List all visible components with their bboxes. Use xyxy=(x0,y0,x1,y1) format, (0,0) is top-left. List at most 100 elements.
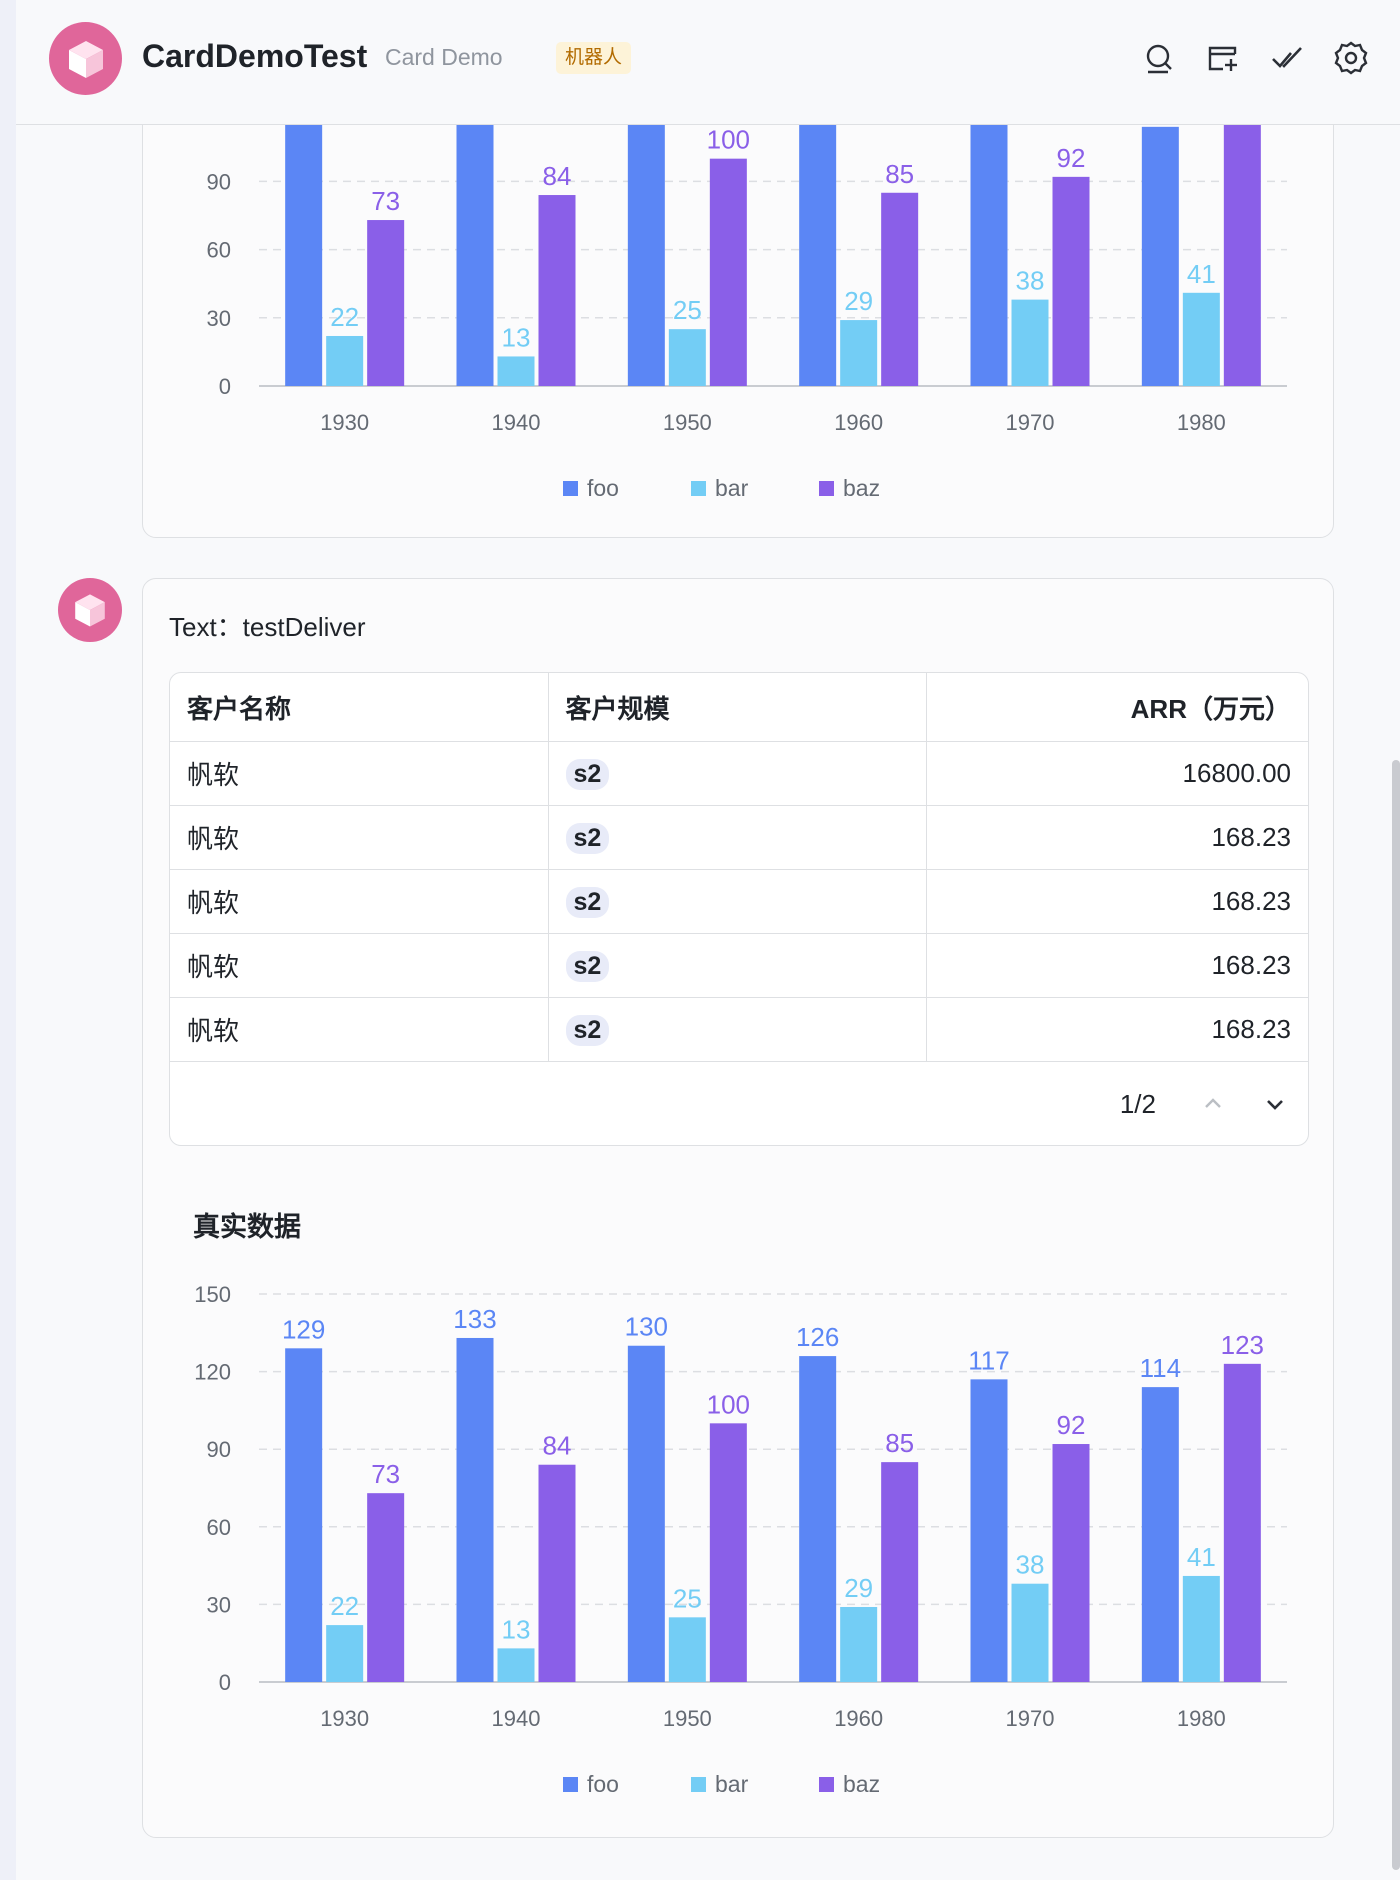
legend-label-foo: foo xyxy=(587,475,619,501)
table-cell-scale: s2 xyxy=(548,869,927,934)
table-cell-scale: s2 xyxy=(548,933,927,998)
table-pagination: 1/2 xyxy=(170,1065,1308,1145)
data-label-foo: 130 xyxy=(625,1312,668,1342)
x-tick-label: 1980 xyxy=(1177,1706,1226,1731)
add-tab-icon[interactable] xyxy=(1205,40,1241,76)
table-cell-arr: 16800.00 xyxy=(926,741,1308,806)
bar-baz xyxy=(367,1493,405,1682)
bar-baz xyxy=(1223,1363,1261,1682)
checkmark-icon[interactable] xyxy=(1269,40,1305,76)
search-icon[interactable] xyxy=(1140,40,1176,76)
table-cell-arr: 168.23 xyxy=(926,933,1308,998)
bar-foo xyxy=(285,1348,323,1682)
table-row: 帆软 s2 168.23 xyxy=(170,869,1308,934)
data-label-foo: 117 xyxy=(968,1345,1009,1375)
bot-subtitle: Card Demo xyxy=(385,44,503,70)
bar-bar xyxy=(668,1617,706,1682)
bar-foo xyxy=(799,125,837,386)
data-label-foo: 133 xyxy=(453,1304,496,1334)
y-tick-label: 90 xyxy=(207,169,231,194)
column-header-customer-scale[interactable]: 客户规模 xyxy=(548,673,927,742)
y-tick-label: 90 xyxy=(207,1437,231,1462)
table-row: 帆软 s2 168.23 xyxy=(170,933,1308,998)
bar-baz xyxy=(1052,176,1090,386)
app-window: CardDemoTest Card Demo 机器人 xyxy=(16,0,1400,1880)
bar-bar xyxy=(326,1625,364,1682)
bar-bar xyxy=(1011,299,1049,386)
prev-page-button[interactable] xyxy=(1198,1089,1228,1119)
data-label-bar: 22 xyxy=(330,1591,359,1621)
data-label-foo: 126 xyxy=(796,1322,839,1352)
table-row: 帆软 s2 168.23 xyxy=(170,997,1308,1062)
data-label-bar: 41 xyxy=(1187,1542,1216,1572)
bar-bar xyxy=(668,329,706,386)
bar-baz xyxy=(1223,125,1261,386)
bar-bar xyxy=(1182,292,1220,386)
bar-baz xyxy=(881,1462,919,1682)
chat-header: CardDemoTest Card Demo 机器人 xyxy=(16,0,1400,125)
data-label-baz: 123 xyxy=(1221,1330,1264,1360)
chevron-down-icon xyxy=(1267,1100,1283,1110)
cube-icon xyxy=(68,40,103,78)
message-avatar[interactable] xyxy=(58,578,122,642)
data-label-foo: 129 xyxy=(282,1314,325,1344)
bar-baz xyxy=(367,220,405,386)
data-label-foo: 114 xyxy=(1140,1353,1181,1383)
data-label-baz: 85 xyxy=(885,159,914,189)
legend-label-bar: bar xyxy=(715,475,749,501)
table-cell-name: 帆软 xyxy=(170,997,549,1062)
message-card: Text：testDeliver 客户名称 客户规模 ARR（万元） 帆软 s2… xyxy=(142,578,1334,1838)
data-label-bar: 38 xyxy=(1016,266,1045,296)
bot-name: CardDemoTest xyxy=(142,38,368,74)
bar-bar xyxy=(1182,1575,1220,1682)
scrollbar[interactable] xyxy=(1392,760,1400,1870)
bot-avatar[interactable] xyxy=(49,22,122,95)
bar-foo xyxy=(456,1337,494,1682)
legend-swatch-foo xyxy=(563,481,578,496)
x-tick-label: 1940 xyxy=(492,1706,541,1731)
x-tick-label: 1980 xyxy=(1177,410,1226,435)
data-label-baz: 85 xyxy=(885,1428,914,1458)
bar-foo xyxy=(970,125,1008,386)
table-cell-scale: s2 xyxy=(548,741,927,806)
bar-foo xyxy=(285,125,323,386)
data-label-bar: 25 xyxy=(673,1583,702,1613)
y-tick-label: 60 xyxy=(207,1515,231,1540)
legend-label-baz: baz xyxy=(843,1771,880,1797)
data-label-bar: 22 xyxy=(330,302,359,332)
data-label-bar: 29 xyxy=(844,286,873,316)
y-tick-label: 150 xyxy=(194,1282,231,1307)
chevron-up-icon xyxy=(1205,1098,1221,1108)
data-label-bar: 25 xyxy=(673,295,702,325)
bot-tag: 机器人 xyxy=(556,42,632,74)
legend-label-baz: baz xyxy=(843,475,880,501)
bar-foo xyxy=(970,1379,1008,1682)
legend-swatch-bar xyxy=(691,481,706,496)
gear-icon[interactable] xyxy=(1333,40,1369,76)
cube-icon xyxy=(75,594,105,627)
bar-bar xyxy=(1011,1583,1049,1682)
x-tick-label: 1960 xyxy=(834,410,883,435)
bar-baz xyxy=(538,1464,576,1682)
message-text: Text：testDeliver xyxy=(169,612,366,642)
table-row: 帆软 s2 16800.00 xyxy=(170,741,1308,806)
legend-label-foo: foo xyxy=(587,1771,619,1797)
bar-baz xyxy=(709,158,747,386)
scale-badge: s2 xyxy=(565,822,610,854)
table-cell-name: 帆软 xyxy=(170,805,549,870)
table-cell-scale: s2 xyxy=(548,997,927,1062)
next-page-button[interactable] xyxy=(1260,1089,1290,1119)
bar-baz xyxy=(881,192,919,386)
table-row: 帆软 s2 168.23 xyxy=(170,805,1308,870)
x-tick-label: 1930 xyxy=(320,1706,369,1731)
column-header-customer-name[interactable]: 客户名称 xyxy=(170,673,549,742)
table-cell-name: 帆软 xyxy=(170,933,549,998)
y-tick-label: 0 xyxy=(219,1670,231,1695)
bar-foo xyxy=(456,125,494,386)
chart-title: 真实数据 xyxy=(193,1212,301,1242)
y-tick-label: 0 xyxy=(219,374,231,399)
table-cell-arr: 168.23 xyxy=(926,997,1308,1062)
bar-foo xyxy=(1141,126,1179,386)
legend-swatch-baz xyxy=(819,481,834,496)
column-header-arr[interactable]: ARR（万元） xyxy=(926,673,1308,742)
